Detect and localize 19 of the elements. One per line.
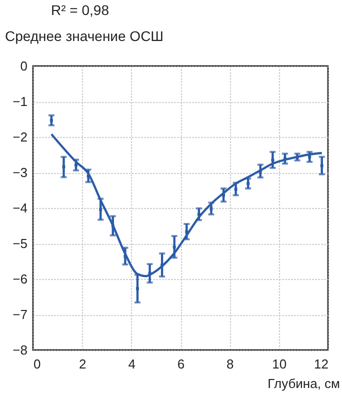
x-tick-label: 4 bbox=[128, 356, 136, 372]
x-tick-label: 8 bbox=[226, 356, 234, 372]
y-tick-label: −4 bbox=[12, 200, 28, 216]
x-tick-label: 0 bbox=[34, 356, 41, 372]
y-tick-label: 0 bbox=[20, 58, 28, 74]
x-tick-label: 6 bbox=[177, 356, 185, 372]
text: R² = 0,98 bbox=[51, 2, 110, 18]
y-axis-title: Среднее значение ОСШ bbox=[5, 28, 164, 44]
y-tick-label: −6 bbox=[12, 272, 28, 286]
x-tick-label: 2 bbox=[79, 356, 86, 372]
x-tick-label: 10 bbox=[272, 356, 287, 372]
x-axis-title: Глубина, см bbox=[268, 376, 340, 391]
y-tick-label: −2 bbox=[12, 130, 28, 144]
y-tick-label: −1 bbox=[12, 94, 28, 109]
y-tick-label: −5 bbox=[12, 236, 28, 251]
y-tick-label: −3 bbox=[12, 165, 28, 180]
x-tick-label: 12 bbox=[314, 356, 328, 372]
y-tick-label: −7 bbox=[12, 307, 28, 322]
y-tick-label: −8 bbox=[12, 342, 28, 358]
